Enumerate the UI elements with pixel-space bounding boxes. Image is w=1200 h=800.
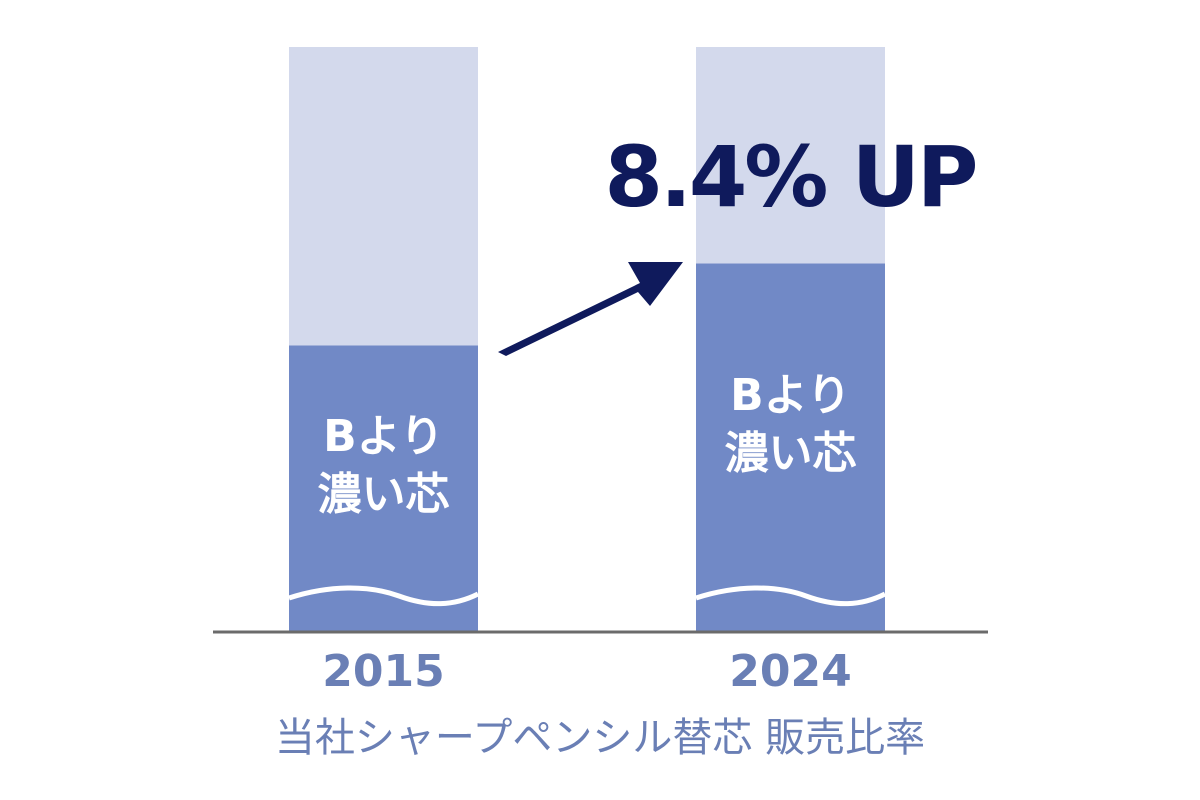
- arrow: [498, 262, 683, 356]
- bar-segment: [289, 345, 478, 632]
- bar-segment: [289, 47, 478, 346]
- segment-label: Bより濃い芯: [317, 411, 450, 521]
- break-wave: [288, 585, 480, 607]
- x-axis-label: 当社シャープペンシル替芯 販売比率: [274, 715, 926, 761]
- segment-label: Bより濃い芯: [724, 370, 857, 480]
- bar-segment: [696, 47, 885, 264]
- break-wave: [695, 585, 887, 607]
- x-tick-label: 2015: [322, 646, 445, 697]
- x-tick-label: 2024: [729, 646, 852, 697]
- annotation: 8.4% UP: [604, 128, 979, 226]
- bar-segment: [696, 263, 885, 632]
